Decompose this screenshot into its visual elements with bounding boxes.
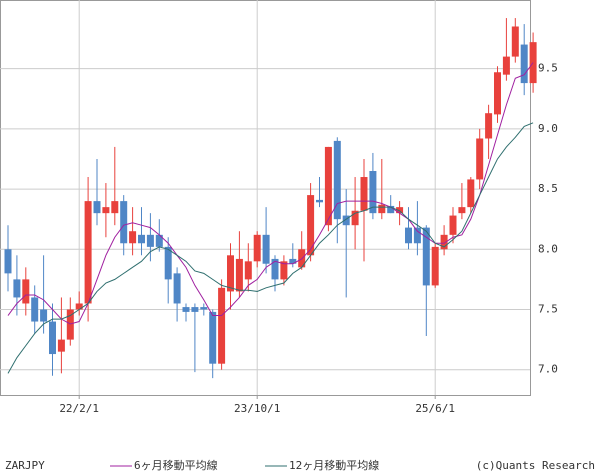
candle-body [93, 201, 101, 214]
candle-body [342, 215, 350, 226]
y-tick-label: 9.0 [538, 122, 558, 135]
candle-body [155, 234, 163, 247]
candle-body [494, 72, 501, 115]
candle-body [476, 138, 484, 180]
candle-body [387, 205, 395, 214]
candle-body [316, 199, 323, 203]
candle-body [511, 26, 519, 57]
candle-body [440, 234, 448, 250]
candle-body [244, 261, 252, 280]
candle-body [227, 255, 234, 292]
candle-body [271, 258, 279, 280]
candle-body [351, 210, 359, 226]
candle-body [360, 177, 368, 211]
candle-body [289, 258, 297, 264]
candle-body [502, 56, 510, 75]
candle-body [31, 297, 39, 322]
candle-body [467, 179, 475, 208]
candle-body [431, 246, 439, 286]
candle-body [449, 215, 457, 235]
candle-body [120, 201, 128, 244]
candle-body [422, 227, 430, 286]
candle-body [209, 311, 217, 364]
candle-body [520, 44, 528, 84]
candle-body [66, 309, 74, 340]
candle-body [4, 249, 12, 274]
candle-body [13, 279, 21, 298]
candle-body [378, 204, 386, 214]
candle-body [458, 207, 466, 214]
candle-body [262, 234, 270, 264]
candle-body [485, 113, 493, 139]
candle-body [40, 309, 48, 322]
candle-body [253, 234, 261, 262]
candle-body [405, 227, 412, 244]
y-tick-label: 9.5 [538, 62, 558, 75]
candle-body [146, 234, 154, 247]
candle-body [324, 146, 332, 226]
legend-label: 12ヶ月移動平均線 [289, 458, 379, 472]
x-tick-label: 25/6/1 [415, 402, 455, 415]
y-tick-label: 7.5 [538, 302, 558, 315]
candle-body [200, 307, 208, 310]
candle-body [333, 140, 341, 220]
candle-body [164, 246, 172, 280]
candle-body [129, 231, 137, 244]
candle-body [102, 207, 110, 214]
candle-body [280, 261, 288, 280]
candle-body [191, 307, 199, 312]
ma-line [7, 122, 534, 374]
symbol: ZARJPY [5, 459, 45, 472]
candle-body [57, 339, 65, 352]
y-tick-label: 7.0 [538, 363, 558, 376]
candle-body [84, 201, 92, 304]
y-tick-label: 8.5 [538, 182, 558, 195]
candle-body [182, 307, 190, 312]
credit: (c)Quants Research [476, 459, 595, 472]
y-tick-label: 8.0 [538, 242, 558, 255]
candle-body [218, 287, 226, 364]
candle-body [22, 279, 30, 304]
x-tick-label: 22/2/1 [59, 402, 99, 415]
candle-body [49, 321, 56, 355]
ma-line [7, 62, 534, 325]
plot-frame [0, 0, 531, 396]
candle-body [413, 227, 421, 244]
candle-body [75, 303, 83, 310]
x-tick-label: 23/10/1 [234, 402, 280, 415]
legend-label: 6ヶ月移動平均線 [134, 458, 218, 472]
candle-body [307, 195, 315, 256]
candle-body [173, 273, 181, 304]
candle-body [396, 207, 404, 214]
candle-body [138, 234, 145, 244]
candle-body [369, 171, 377, 214]
candle-body [111, 201, 119, 214]
candle-body [235, 258, 243, 292]
